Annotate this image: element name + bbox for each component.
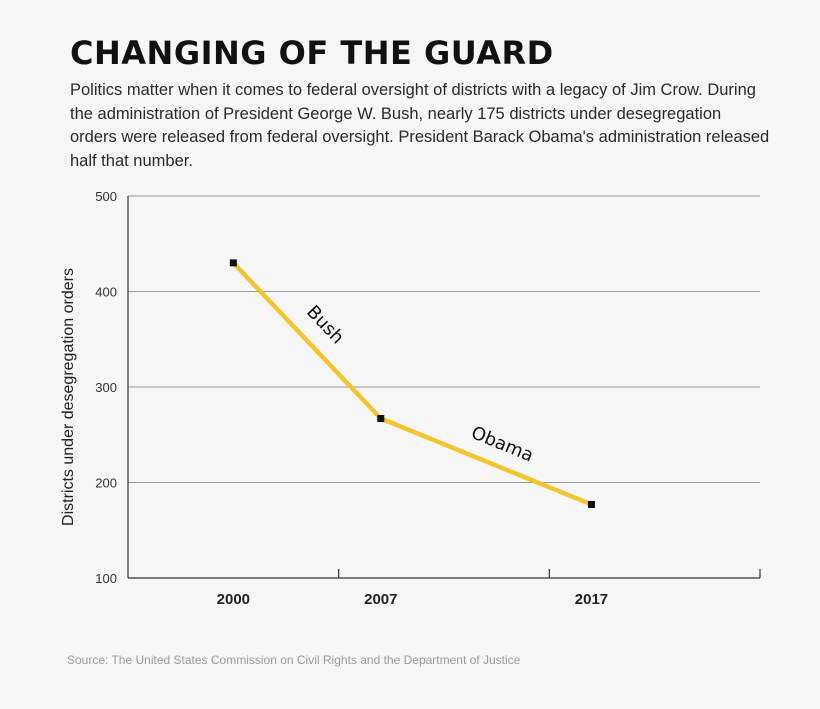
y-tick-label: 500 [95, 189, 117, 204]
y-tick-labels: 100 200 300 400 500 [95, 189, 117, 586]
series-line [231, 260, 594, 507]
x-tick-label: 2007 [364, 591, 397, 608]
x-tick-label: 2017 [575, 591, 608, 608]
axes [127, 196, 761, 579]
y-tick-label: 200 [95, 476, 117, 491]
gridlines [128, 195, 760, 483]
chart-title: CHANGING OF THE GUARD [70, 34, 554, 72]
y-axis-label: Districts under desegregation orders [60, 268, 77, 526]
y-tick-label: 300 [95, 380, 117, 395]
y-tick-label: 100 [95, 571, 117, 586]
data-point-marker [377, 415, 385, 423]
data-point-marker [229, 259, 237, 267]
source-note: Source: The United States Commission on … [67, 653, 521, 667]
x-tick-label: 2000 [217, 591, 250, 608]
series-line-path [231, 260, 594, 507]
data-markers [229, 259, 595, 508]
y-tick-label: 400 [95, 285, 117, 300]
data-point-marker [587, 500, 595, 508]
x-tick-labels: 2000 2007 2017 [217, 591, 609, 608]
chart-subtitle: Politics matter when it comes to federal… [70, 81, 770, 170]
